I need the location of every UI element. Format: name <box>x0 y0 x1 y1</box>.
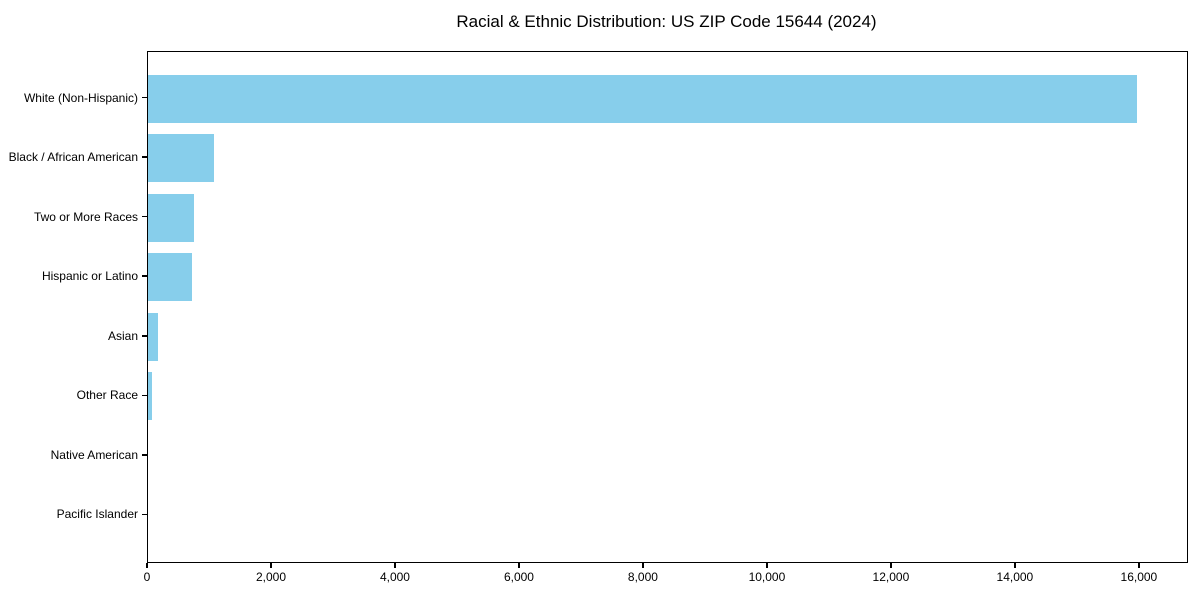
y-tick-mark <box>142 275 147 277</box>
x-tick-label: 2,000 <box>255 570 286 584</box>
x-tick-mark <box>146 562 148 568</box>
x-tick-label: 16,000 <box>1120 570 1158 584</box>
y-tick-label: Pacific Islander <box>56 507 138 522</box>
y-tick-label: Asian <box>107 328 138 343</box>
bar-asian <box>148 312 158 361</box>
x-tick-label: 12,000 <box>872 570 910 584</box>
x-tick-mark <box>270 562 272 568</box>
y-tick-mark <box>142 156 147 158</box>
x-tick-mark <box>394 562 396 568</box>
bar-hispanic-or-latino <box>148 253 192 302</box>
y-tick-label: White (Non-Hispanic) <box>23 90 138 105</box>
x-tick-mark <box>890 562 892 568</box>
x-tick-label: 0 <box>143 570 151 584</box>
x-tick-label: 10,000 <box>748 570 786 584</box>
bar-white-non-hispanic- <box>148 74 1138 123</box>
y-tick-mark <box>142 335 147 337</box>
x-tick-label: 8,000 <box>627 570 658 584</box>
x-tick-label: 14,000 <box>996 570 1034 584</box>
plot-area <box>147 51 1188 563</box>
x-tick-mark <box>1138 562 1140 568</box>
x-tick-mark <box>642 562 644 568</box>
y-tick-label: Hispanic or Latino <box>41 269 138 284</box>
y-tick-mark <box>142 454 147 456</box>
bar-black-african-american <box>148 134 215 182</box>
y-tick-label: Native American <box>50 447 138 462</box>
y-tick-mark <box>142 394 147 396</box>
x-tick-label: 6,000 <box>503 570 534 584</box>
bar-other-race <box>148 372 153 421</box>
y-tick-label: Two or More Races <box>33 209 138 224</box>
x-tick-mark <box>518 562 520 568</box>
x-tick-mark <box>766 562 768 568</box>
y-tick-mark <box>142 513 147 516</box>
chart-title: Racial & Ethnic Distribution: US ZIP Cod… <box>456 12 877 31</box>
x-tick-mark <box>1014 562 1016 568</box>
x-tick-label: 4,000 <box>379 570 410 584</box>
y-tick-mark <box>142 215 147 218</box>
y-tick-mark <box>142 96 147 99</box>
y-tick-label: Other Race <box>76 388 138 403</box>
y-tick-label: Black / African American <box>8 150 138 165</box>
bar-two-or-more-races <box>148 193 194 242</box>
